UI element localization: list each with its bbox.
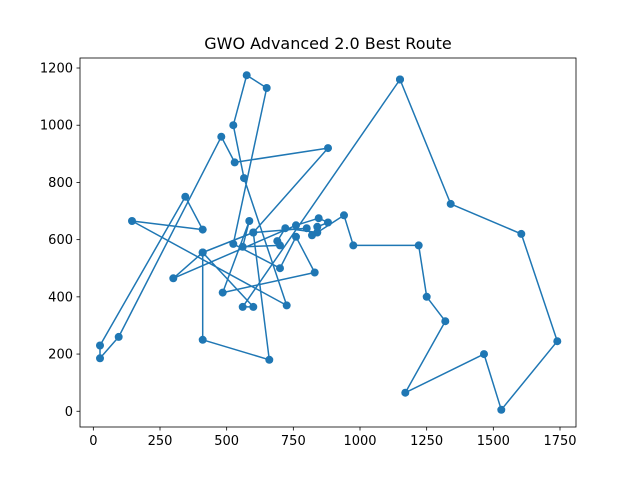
x-tick-label: 500 bbox=[214, 434, 239, 449]
chart-title: GWO Advanced 2.0 Best Route bbox=[204, 34, 452, 53]
x-tick-label: 1500 bbox=[477, 434, 510, 449]
route-point bbox=[249, 228, 258, 237]
route-point bbox=[198, 225, 207, 234]
x-tick-label: 250 bbox=[148, 434, 173, 449]
route-point bbox=[276, 241, 284, 250]
route-point bbox=[480, 350, 488, 359]
route-point bbox=[441, 317, 450, 326]
route-point bbox=[276, 264, 284, 273]
route-point bbox=[517, 229, 526, 238]
route-point bbox=[340, 211, 348, 220]
route-point bbox=[96, 354, 104, 363]
route-point bbox=[401, 388, 410, 397]
route-point bbox=[181, 192, 190, 201]
route-point bbox=[396, 75, 404, 84]
y-tick-label: 600 bbox=[48, 233, 73, 248]
axes-frame bbox=[79, 57, 577, 428]
route-point bbox=[229, 121, 238, 130]
route-point bbox=[313, 222, 322, 231]
route-point bbox=[302, 224, 311, 233]
plot-area bbox=[96, 71, 562, 414]
route-point bbox=[314, 214, 323, 223]
y-tick-label: 1000 bbox=[40, 119, 73, 134]
route-point bbox=[114, 332, 123, 341]
x-tick-label: 0 bbox=[89, 434, 97, 449]
x-tick-label: 1750 bbox=[543, 434, 576, 449]
route-point bbox=[229, 239, 238, 248]
route-point bbox=[240, 174, 248, 183]
route-point bbox=[324, 144, 332, 153]
route-point bbox=[245, 217, 254, 225]
route-point bbox=[238, 302, 247, 311]
route-point bbox=[230, 158, 239, 167]
x-tick-label: 1000 bbox=[343, 434, 376, 449]
route-point bbox=[349, 241, 358, 250]
route-point bbox=[217, 132, 226, 141]
route-point bbox=[218, 288, 227, 297]
route-point bbox=[242, 71, 251, 80]
route-point bbox=[414, 241, 423, 250]
route-point bbox=[265, 355, 274, 364]
axes: 0 250 500 750 1000 1250 1500 1750 0 200 400 600 800 1… bbox=[40, 57, 577, 449]
route-point bbox=[292, 232, 300, 241]
y-tick-label: 400 bbox=[48, 290, 73, 305]
y-tick-label: 1200 bbox=[40, 62, 73, 77]
route-point bbox=[497, 405, 506, 414]
route-point bbox=[169, 274, 178, 283]
route-point bbox=[308, 231, 316, 240]
route-point bbox=[310, 268, 319, 277]
route-point bbox=[262, 84, 271, 92]
route-point bbox=[553, 337, 562, 346]
y-tick-label: 0 bbox=[65, 405, 73, 420]
route-point bbox=[422, 292, 431, 301]
route-point bbox=[128, 217, 136, 225]
y-tick-label: 800 bbox=[48, 176, 73, 191]
route-point bbox=[96, 341, 104, 350]
route-point bbox=[281, 224, 290, 233]
route-point bbox=[238, 242, 247, 251]
route-point bbox=[446, 199, 455, 208]
x-tick-label: 750 bbox=[281, 434, 306, 449]
y-tick-label: 200 bbox=[48, 348, 73, 363]
route-point bbox=[198, 248, 207, 257]
route-point bbox=[198, 335, 207, 344]
route-point bbox=[249, 302, 258, 311]
route-point bbox=[282, 301, 291, 310]
x-tick-label: 1250 bbox=[410, 434, 443, 449]
route-point bbox=[292, 221, 300, 230]
route-point bbox=[324, 218, 332, 227]
